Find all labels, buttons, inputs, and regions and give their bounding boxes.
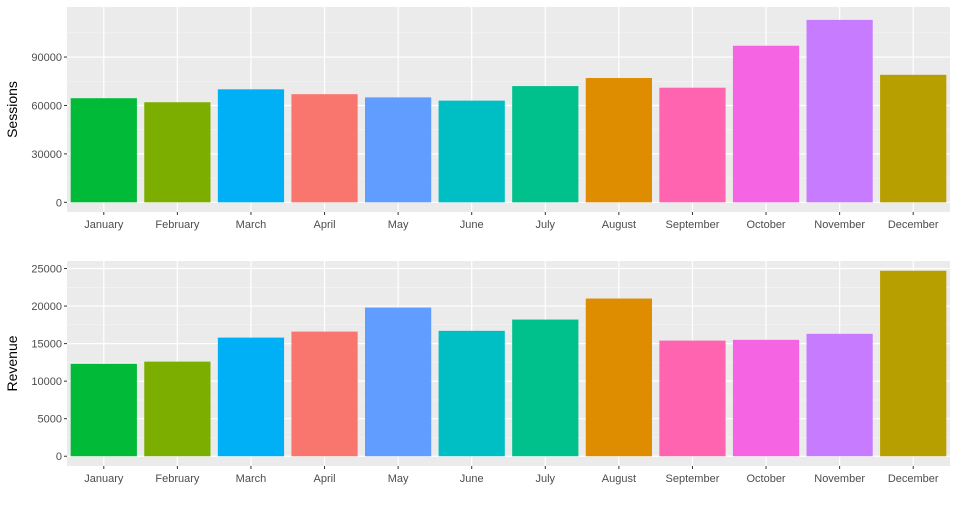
bar-march <box>217 89 285 203</box>
y-tick-label: 25000 <box>31 264 62 276</box>
x-tick-label: March <box>236 473 267 485</box>
bar-september <box>659 340 726 457</box>
x-tick-label: June <box>460 219 484 231</box>
bar-july <box>512 86 579 203</box>
bar-march <box>217 337 285 457</box>
bar-may <box>365 97 432 203</box>
x-tick-label: September <box>666 473 720 485</box>
y-tick-label: 20000 <box>31 301 62 313</box>
y-tick-label: 60000 <box>31 100 62 112</box>
x-tick-label: April <box>314 219 336 231</box>
x-tick-label: May <box>388 473 409 485</box>
bar-february <box>144 361 211 457</box>
bar-june <box>438 100 505 203</box>
bar-september <box>659 87 726 203</box>
x-tick-label: October <box>746 219 785 231</box>
x-tick-label: June <box>460 473 484 485</box>
x-tick-label: May <box>388 219 409 231</box>
bar-december <box>880 74 947 203</box>
bar-may <box>365 307 432 457</box>
bar-august <box>585 298 652 457</box>
bar-august <box>585 78 652 203</box>
bar-november <box>806 19 873 203</box>
bar-november <box>806 333 873 457</box>
x-tick-label: September <box>666 219 720 231</box>
x-tick-label: November <box>814 219 865 231</box>
x-tick-label: January <box>84 473 124 485</box>
y-tick-label: 30000 <box>31 149 62 161</box>
y-tick-label: 0 <box>56 197 62 209</box>
y-axis-title: Sessions <box>4 81 20 138</box>
y-tick-label: 15000 <box>31 339 62 351</box>
x-tick-label: October <box>746 473 785 485</box>
x-tick-label: July <box>536 473 556 485</box>
x-tick-label: August <box>602 473 636 485</box>
x-tick-label: March <box>236 219 267 231</box>
x-tick-label: December <box>888 219 939 231</box>
x-tick-label: April <box>314 473 336 485</box>
x-tick-label: November <box>814 473 865 485</box>
y-tick-label: 10000 <box>31 376 62 388</box>
chart-panel-1: 0 5000 10000 15000 20000 25000 January February… <box>4 261 950 485</box>
panel-background <box>67 261 950 466</box>
y-tick-label: 90000 <box>31 52 62 64</box>
bar-april <box>291 94 358 203</box>
bar-april <box>291 331 358 457</box>
chart-panel-0: 0 30000 60000 90000 January February March Apri… <box>4 7 950 231</box>
bar-july <box>512 319 579 457</box>
bar-october <box>732 339 800 457</box>
bar-october <box>732 45 800 203</box>
y-tick-label: 0 <box>56 451 62 463</box>
y-tick-label: 5000 <box>38 414 62 426</box>
bar-june <box>438 330 505 457</box>
x-tick-label: July <box>536 219 556 231</box>
x-tick-label: December <box>888 473 939 485</box>
x-tick-label: February <box>155 473 200 485</box>
bar-february <box>144 102 211 203</box>
bar-january <box>70 98 137 203</box>
y-axis-title: Revenue <box>4 335 20 391</box>
bar-december <box>880 270 947 457</box>
bar-january <box>70 363 137 457</box>
x-tick-label: August <box>602 219 636 231</box>
x-tick-label: January <box>84 219 124 231</box>
x-tick-label: February <box>155 219 200 231</box>
